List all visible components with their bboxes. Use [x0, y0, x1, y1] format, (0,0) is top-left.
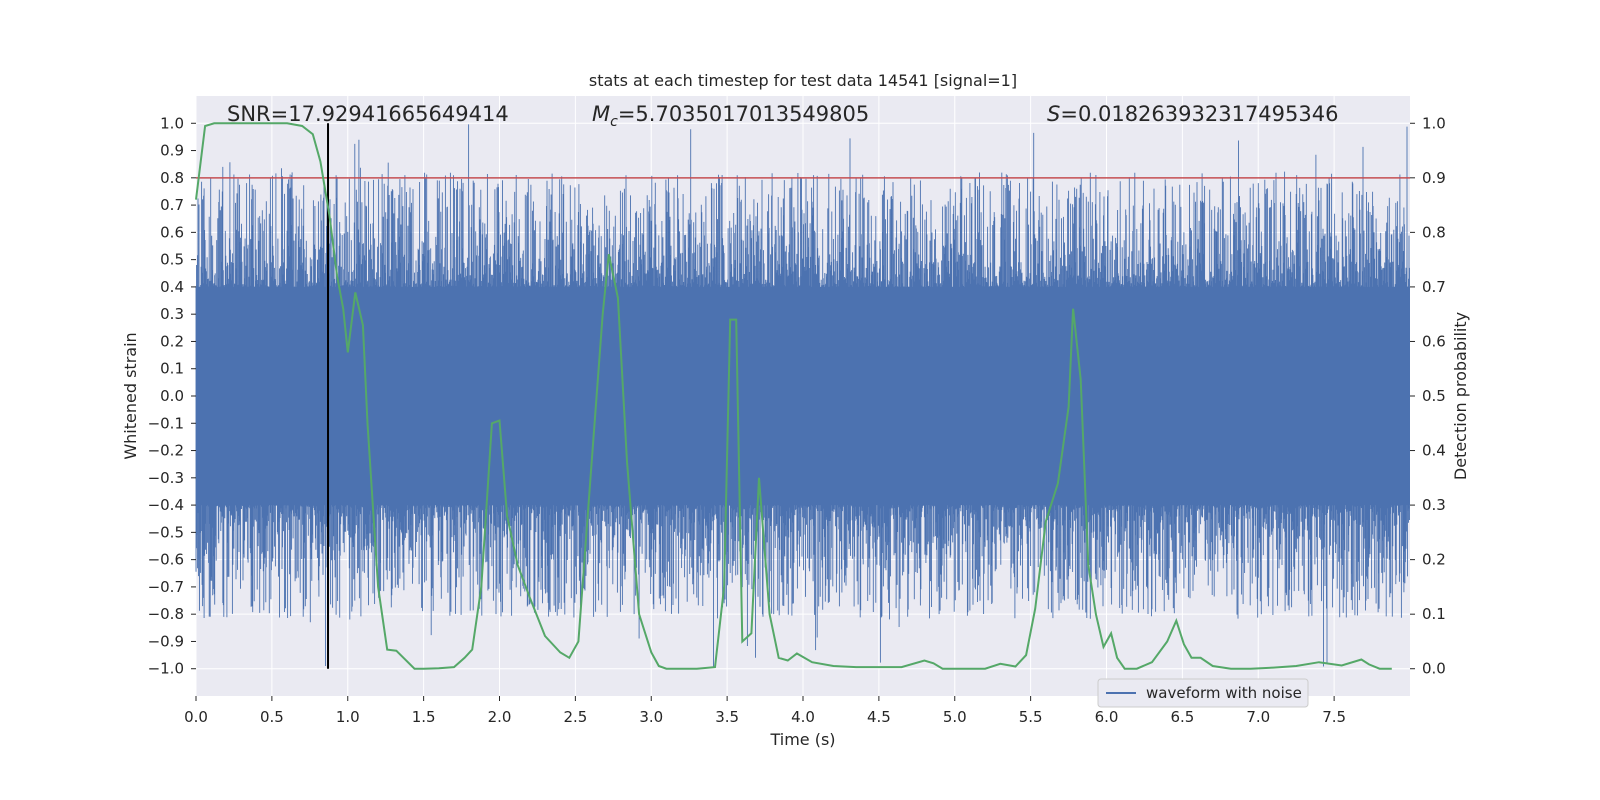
left-tick-label: 0.0	[160, 387, 184, 405]
left-tick-label: 0.2	[160, 332, 184, 350]
right-tick-label: 0.8	[1422, 223, 1446, 241]
right-tick-label: 0.0	[1422, 660, 1446, 678]
x-tick-label: 5.0	[943, 708, 967, 726]
right-tick-label: 0.3	[1422, 496, 1446, 514]
x-tick-label: 7.5	[1322, 708, 1346, 726]
right-tick-label: 0.7	[1422, 278, 1446, 296]
right-tick-label: 0.1	[1422, 605, 1446, 623]
x-tick-label: 5.5	[1019, 708, 1043, 726]
waveform-trace	[195, 124, 1410, 668]
left-axis-ticks: 1.0 0.9 0.8 0.7 0.6 0.5 0.4 0.3 0.2 0.1 0.0 −0.1 −0.…	[148, 114, 196, 678]
left-tick-label: 0.3	[160, 305, 184, 323]
left-tick-label: −0.8	[148, 605, 184, 623]
chirp-mass-symbol: M	[592, 102, 610, 126]
left-tick-label: −0.3	[148, 469, 184, 487]
x-tick-label: 0.5	[260, 708, 284, 726]
legend-box	[1097, 678, 1309, 708]
right-axis-label: Detection probability	[1451, 312, 1470, 480]
left-tick-label: −0.9	[148, 632, 184, 650]
right-tick-label: 0.4	[1422, 442, 1446, 460]
left-tick-label: −0.7	[148, 578, 184, 596]
waveform-with-noise-series	[195, 124, 1410, 668]
right-tick-label: 0.5	[1422, 387, 1446, 405]
x-tick-label: 3.5	[715, 708, 739, 726]
left-tick-label: −1.0	[148, 660, 184, 678]
chart-title: stats at each timestep for test data 145…	[589, 71, 1017, 90]
s-annotation: S=0.018263932317495346	[1047, 102, 1338, 126]
x-tick-label: 3.0	[639, 708, 663, 726]
x-tick-label: 4.5	[867, 708, 891, 726]
left-tick-label: −0.2	[148, 442, 184, 460]
x-axis-label: Time (s)	[769, 730, 835, 749]
snr-prefix: SNR=	[227, 102, 288, 126]
right-tick-label: 0.9	[1422, 169, 1446, 187]
snr-value: 17.92941665649414	[288, 102, 508, 126]
legend-label-waveform: waveform with noise	[1146, 684, 1302, 702]
chirp-mass-annotation: Mc=5.7035017013549805	[592, 102, 869, 130]
x-axis-ticks: 0.0 0.5 1.0 1.5 2.0 2.5 3.0 3.5 4.0 4.5 5.0 5.5 6.0 6…	[184, 696, 1346, 726]
x-tick-label: 1.5	[412, 708, 436, 726]
left-tick-label: 0.5	[160, 251, 184, 269]
left-tick-label: −0.5	[148, 523, 184, 541]
x-tick-label: 7.0	[1246, 708, 1270, 726]
s-symbol: S	[1047, 102, 1060, 126]
legend: waveform with noise	[1097, 678, 1309, 708]
x-tick-label: 6.5	[1170, 708, 1194, 726]
left-tick-label: 0.6	[160, 223, 184, 241]
x-tick-label: 4.0	[791, 708, 815, 726]
left-tick-label: 0.4	[160, 278, 184, 296]
left-tick-label: 0.8	[160, 169, 184, 187]
right-axis-ticks: 1.0 0.9 0.8 0.7 0.6 0.5 0.4 0.3 0.2 0.1 0.0	[1410, 114, 1446, 678]
x-tick-label: 0.0	[184, 708, 208, 726]
right-tick-label: 1.0	[1422, 114, 1446, 132]
left-tick-label: 0.1	[160, 360, 184, 378]
x-tick-label: 2.0	[488, 708, 512, 726]
chirp-mass-subscript: c	[610, 114, 618, 130]
left-tick-label: −0.6	[148, 551, 184, 569]
left-tick-label: 0.9	[160, 142, 184, 160]
left-tick-label: 1.0	[160, 114, 184, 132]
x-tick-label: 6.0	[1095, 708, 1119, 726]
left-tick-label: −0.4	[148, 496, 184, 514]
left-tick-label: −0.1	[148, 414, 184, 432]
right-tick-label: 0.2	[1422, 551, 1446, 569]
right-tick-label: 0.6	[1422, 332, 1446, 350]
snr-annotation: SNR=17.92941665649414	[227, 102, 509, 126]
detection-probability-series	[195, 122, 1392, 670]
chirp-mass-value: =5.7035017013549805	[618, 102, 869, 126]
left-axis-label: Whitened strain	[121, 332, 140, 459]
s-value: =0.018263932317495346	[1060, 102, 1338, 126]
x-tick-label: 2.5	[563, 708, 587, 726]
left-tick-label: 0.7	[160, 196, 184, 214]
x-tick-label: 1.0	[336, 708, 360, 726]
